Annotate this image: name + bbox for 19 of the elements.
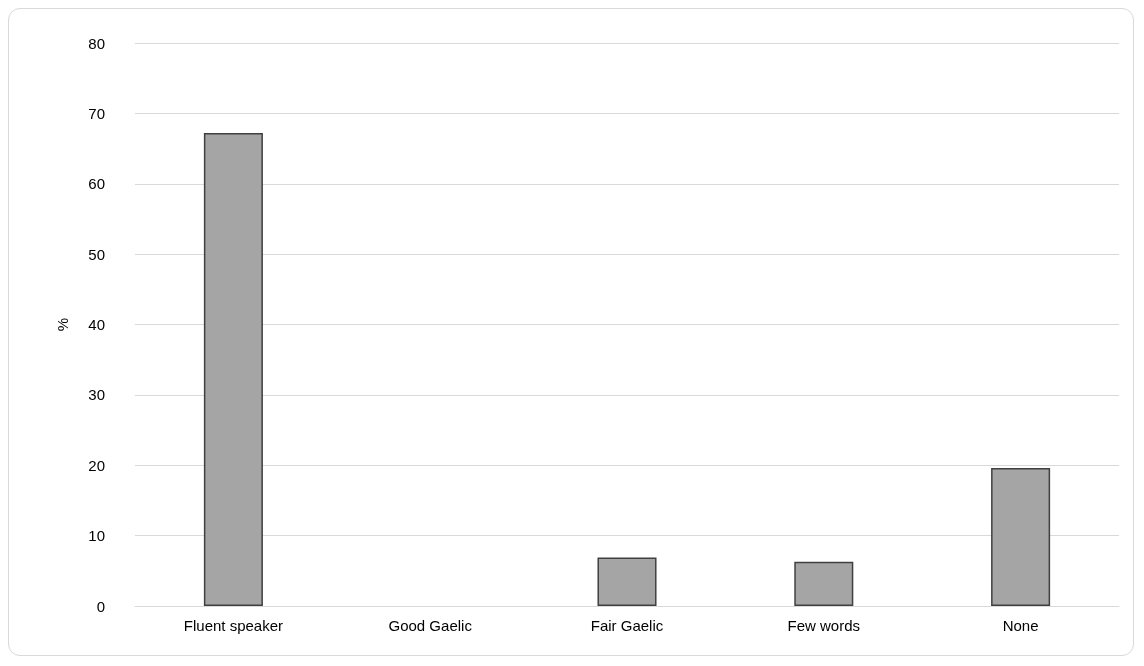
- y-axis-title: %: [54, 317, 71, 332]
- x-tick-label: Good Gaelic: [388, 617, 473, 634]
- y-tick-label: 30: [88, 386, 105, 404]
- y-tick-label: 60: [88, 175, 105, 193]
- y-tick-label: 80: [88, 34, 105, 52]
- y-tick-label: 70: [88, 104, 105, 122]
- x-tick-label: Fair Gaelic: [590, 617, 664, 634]
- bar: [991, 468, 1051, 606]
- bar: [597, 557, 657, 606]
- bar: [794, 561, 854, 606]
- x-tick-label: Fluent speaker: [183, 617, 284, 634]
- y-tick-label: 0: [96, 597, 105, 615]
- y-tick-label: 20: [88, 456, 105, 474]
- x-tick-label: Few words: [787, 617, 861, 634]
- bar: [203, 133, 263, 606]
- x-tick-label: None: [1002, 617, 1039, 634]
- y-tick-label: 50: [88, 245, 105, 263]
- y-tick-label: 40: [88, 316, 105, 333]
- y-tick-label: 10: [88, 527, 105, 545]
